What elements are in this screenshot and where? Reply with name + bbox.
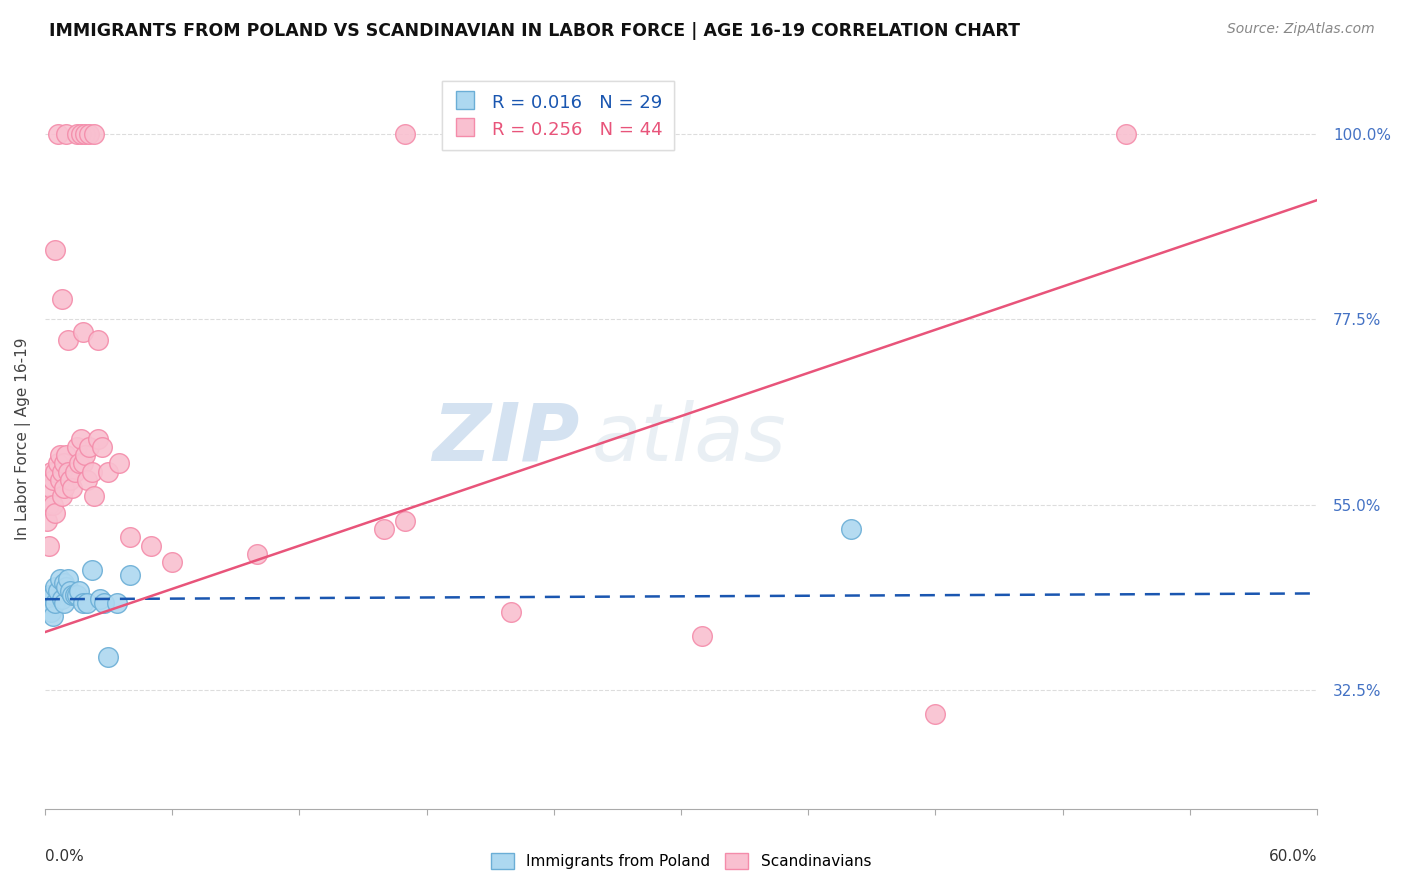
Point (76, 473, 98, 487)
Point (67, 457, 90, 471)
Point (79, 440, 101, 454)
Point (105, 596, 128, 610)
Point (55, 128, 77, 142)
Point (62, 588, 84, 602)
Point (44, 243, 66, 257)
Point (58, 465, 80, 479)
Point (79, 128, 101, 142)
Point (63, 588, 86, 602)
Point (58, 572, 80, 586)
Point (35, 596, 58, 610)
Point (38, 539, 60, 553)
Point (46, 457, 69, 471)
Text: 0.0%: 0.0% (45, 849, 83, 863)
Point (42, 608, 65, 623)
Point (501, 605, 523, 619)
Point (76, 596, 98, 610)
Text: IMMIGRANTS FROM POLAND VS SCANDINAVIAN IN LABOR FORCE | AGE 16-19 CORRELATION CH: IMMIGRANTS FROM POLAND VS SCANDINAVIAN I… (49, 22, 1021, 40)
Point (87, 432, 110, 446)
Point (108, 457, 131, 471)
Point (690, 629, 713, 643)
Point (1115, 128, 1137, 142)
Y-axis label: In Labor Force | Age 16-19: In Labor Force | Age 16-19 (15, 337, 31, 540)
Point (80, 563, 103, 577)
Point (89, 592, 111, 607)
Point (42, 588, 65, 602)
Point (44, 596, 66, 610)
Point (66, 440, 89, 454)
Point (118, 531, 141, 545)
Text: atlas: atlas (592, 400, 787, 478)
Point (39, 481, 62, 495)
Point (51, 292, 73, 306)
Point (44, 580, 66, 594)
Point (72, 596, 94, 610)
Point (51, 489, 73, 503)
Point (83, 489, 105, 503)
Point (39, 592, 62, 607)
Text: 60.0%: 60.0% (1268, 849, 1317, 863)
Point (246, 547, 269, 561)
Point (35, 514, 58, 528)
Point (39, 605, 62, 619)
Point (97, 649, 120, 664)
Point (66, 588, 89, 602)
Point (839, 522, 862, 536)
Point (72, 325, 94, 339)
Point (38, 498, 60, 512)
Point (59, 473, 82, 487)
Point (139, 539, 162, 553)
Text: ZIP: ZIP (432, 400, 579, 478)
Point (44, 506, 66, 520)
Point (52, 596, 75, 610)
Point (75, 448, 97, 462)
Point (91, 440, 114, 454)
Point (87, 333, 110, 347)
Point (83, 128, 105, 142)
Point (118, 567, 141, 582)
Point (58, 333, 80, 347)
Point (66, 128, 89, 142)
Point (394, 514, 416, 528)
Point (46, 584, 69, 599)
Point (97, 465, 120, 479)
Point (80, 465, 103, 479)
Point (48, 473, 70, 487)
Point (42, 473, 65, 487)
Point (70, 432, 93, 446)
Point (394, 128, 416, 142)
Point (72, 457, 94, 471)
Text: Source: ZipAtlas.com: Source: ZipAtlas.com (1227, 22, 1375, 37)
Point (44, 465, 66, 479)
Point (46, 128, 69, 142)
Point (93, 596, 115, 610)
Point (75, 128, 97, 142)
Point (55, 448, 77, 462)
Point (38, 588, 60, 602)
Point (62, 481, 84, 495)
Point (48, 448, 70, 462)
Point (51, 592, 73, 607)
Point (55, 580, 77, 594)
Point (52, 481, 75, 495)
Point (63, 465, 86, 479)
Point (59, 584, 82, 599)
Point (51, 465, 73, 479)
Point (373, 522, 395, 536)
Point (39, 465, 62, 479)
Point (52, 575, 75, 590)
Point (924, 707, 946, 722)
Point (48, 572, 70, 586)
Point (67, 584, 90, 599)
Point (70, 128, 93, 142)
Point (52, 457, 75, 471)
Point (160, 555, 183, 569)
Point (42, 498, 65, 512)
Legend: R = 0.016   N = 29, R = 0.256   N = 44: R = 0.016 N = 29, R = 0.256 N = 44 (441, 81, 673, 150)
